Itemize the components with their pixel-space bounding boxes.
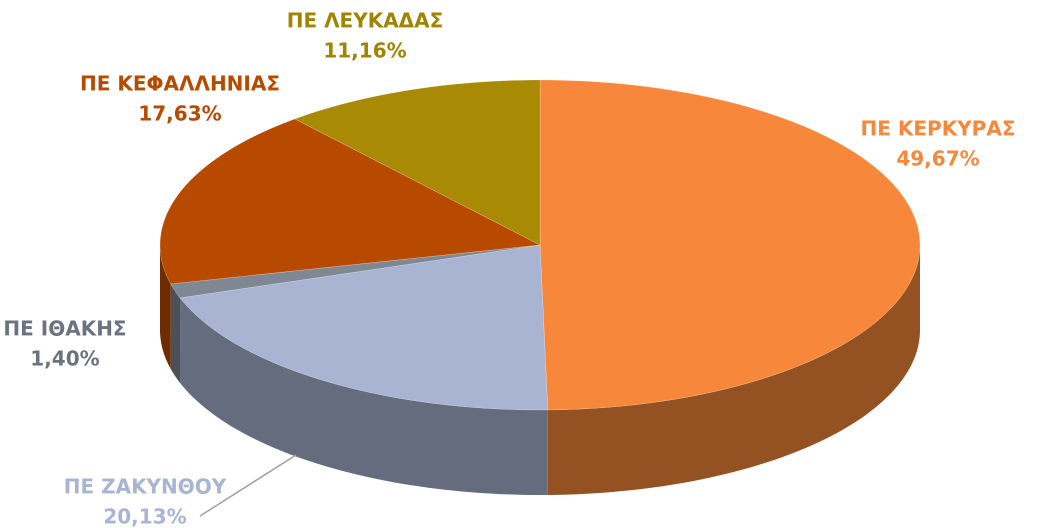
slice — [179, 244, 549, 411]
value-label: 20,13% — [103, 505, 186, 528]
slice-label: ΠΕ ΚΕΡΚΥΡΑΣ — [861, 117, 1016, 141]
slice-label: ΠΕ ΚΕΦΑΛΛΗΝΙΑΣ — [80, 72, 280, 96]
leader-line — [199, 454, 297, 517]
slice-side — [547, 245, 920, 495]
value-label: 1,40% — [30, 347, 99, 371]
value-label: 17,63% — [138, 102, 221, 126]
slice-side — [180, 297, 548, 495]
slice — [170, 244, 541, 299]
slice — [539, 79, 921, 411]
slice — [294, 79, 541, 246]
slice-label: ΠΕ ΛΕΥΚΑΔΑΣ — [287, 9, 444, 33]
value-label: 11,16% — [323, 39, 406, 63]
slice — [159, 118, 541, 285]
slice-side — [170, 283, 181, 383]
slice-label: ΠΕ ΖΑΚΥΝΘΟΥ — [64, 475, 227, 499]
slice-label: ΠΕ ΙΘΑΚΗΣ — [3, 317, 126, 341]
slice-side — [160, 245, 171, 369]
sides — [160, 245, 920, 495]
value-label: 49,67% — [896, 147, 979, 171]
tops — [159, 79, 921, 411]
